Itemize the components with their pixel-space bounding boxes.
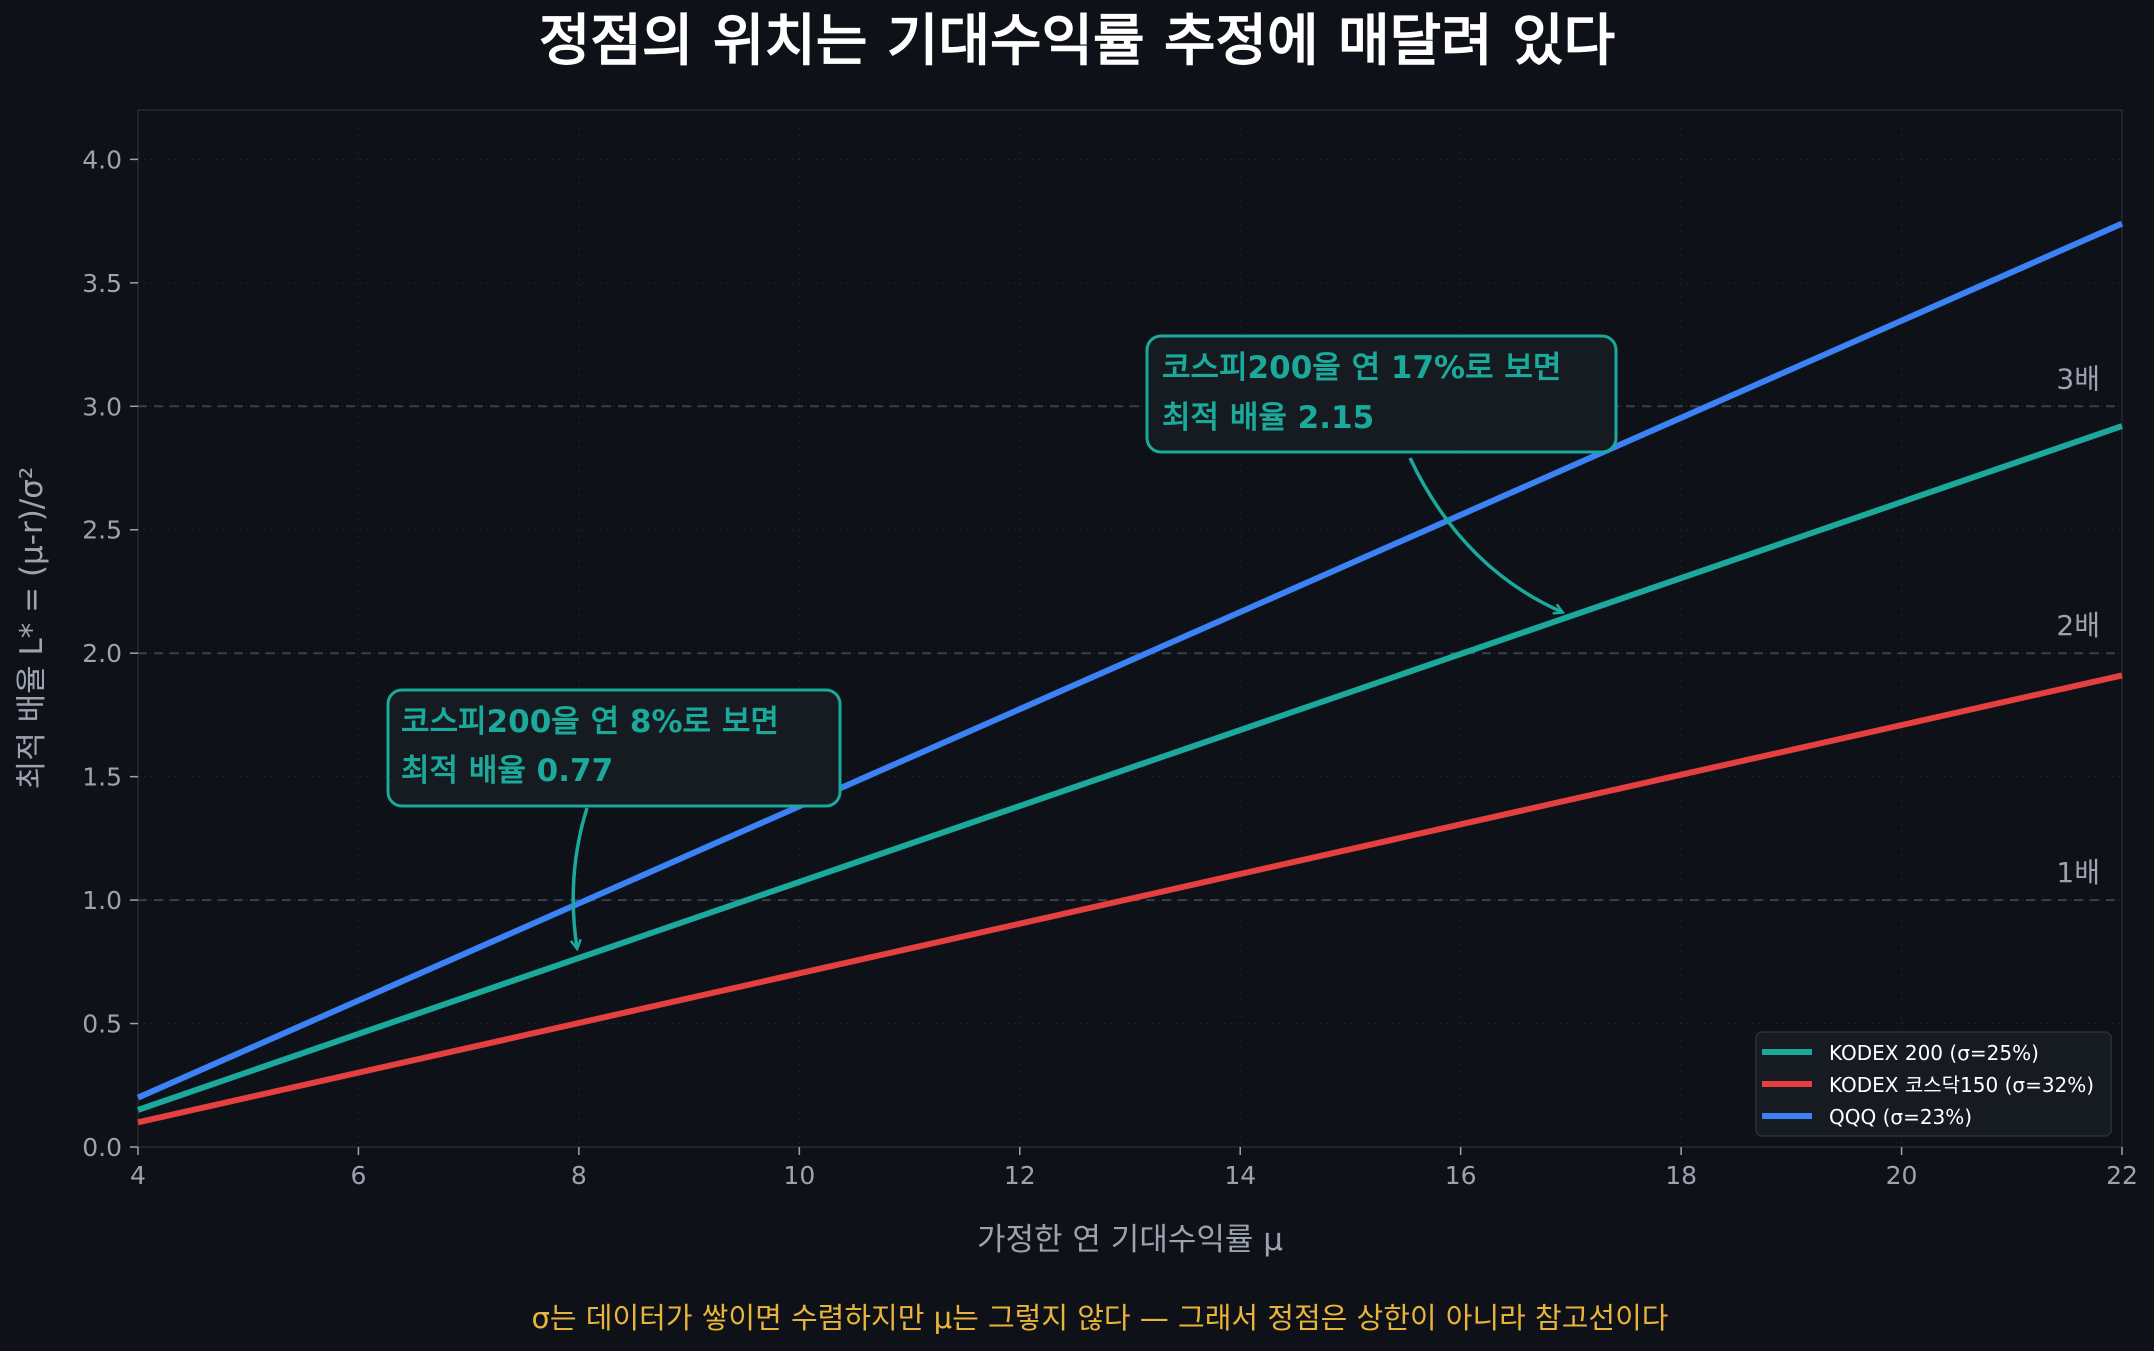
annotation-17pct: 코스피200을 연 17%로 보면 최적 배율 2.15 <box>1145 334 1618 612</box>
y-tick-label: 2.0 <box>82 639 122 668</box>
x-tick-label: 6 <box>350 1161 366 1190</box>
footnote: σ는 데이터가 쌓이면 수렴하지만 μ는 그렇지 않다 — 그래서 정점은 상한… <box>532 1301 1669 1335</box>
y-tick-label: 3.5 <box>82 269 122 298</box>
reference-line-label: 2배 <box>2056 609 2100 642</box>
x-tick-label: 4 <box>130 1161 146 1190</box>
legend-box <box>1755 1031 2112 1137</box>
x-tick-label: 14 <box>1224 1161 1256 1190</box>
axis-layer: 4 6 8 10 12 14 16 18 20 22 0.0 0.5 1.0 1.5 2.0 2.5 3.0 3.… <box>82 145 2138 1190</box>
annotation-17pct-line2: 최적 배율 2.15 <box>1162 400 1374 436</box>
x-tick-label: 20 <box>1886 1161 1918 1190</box>
annotation-17pct-line1: 코스피200을 연 17%로 보면 <box>1162 350 1561 386</box>
x-tick-label: 12 <box>1004 1161 1036 1190</box>
y-tick-label: 2.5 <box>82 516 122 545</box>
annotation-17pct-box <box>1145 334 1618 454</box>
legend-label-qqq: QQQ (σ=23%) <box>1829 1105 1972 1129</box>
annotation-8pct: 코스피200을 연 8%로 보면 최적 배율 0.77 <box>386 688 842 948</box>
series-line-1 <box>137 672 2123 1126</box>
x-tick-label: 16 <box>1445 1161 1477 1190</box>
y-tick-label: 0.5 <box>82 1010 122 1039</box>
series-layer <box>136 220 2124 1126</box>
y-axis-label: 최적 배율 L* = (μ-r)/σ² <box>14 467 50 790</box>
reference-lines: 1배 2배 3배 <box>138 362 2122 902</box>
legend: KODEX 200 (σ=25%) KODEX 코스닥150 (σ=32%) Q… <box>1755 1031 2112 1137</box>
annotation-layer: 코스피200을 연 8%로 보면 최적 배율 0.77 코스피200을 연 17… <box>386 334 1618 948</box>
legend-label-kodex200: KODEX 200 (σ=25%) <box>1829 1041 2039 1065</box>
plot-area <box>137 109 2123 1148</box>
x-tick-label: 18 <box>1665 1161 1697 1190</box>
annotation-8pct-arrow <box>573 807 589 948</box>
annotation-8pct-line2: 최적 배율 0.77 <box>401 753 613 789</box>
x-tick-label: 8 <box>571 1161 587 1190</box>
y-tick-label: 0.0 <box>82 1133 122 1162</box>
x-tick-label: 10 <box>783 1161 815 1190</box>
y-tick-label: 4.0 <box>82 145 122 174</box>
y-tick-label: 3.0 <box>82 392 122 421</box>
annotation-8pct-box <box>386 688 842 808</box>
y-tick-label: 1.5 <box>82 763 122 792</box>
x-axis-label: 가정한 연 기대수익률 μ <box>977 1222 1283 1258</box>
x-tick-label: 22 <box>2106 1161 2138 1190</box>
series-line-0 <box>137 423 2123 1113</box>
chart-title: 정점의 위치는 기대수익률 추정에 매달려 있다 <box>539 9 1615 74</box>
reference-line-label: 3배 <box>2056 362 2100 395</box>
series-line-2 <box>136 220 2124 1101</box>
annotation-17pct-arrow <box>1408 457 1562 612</box>
y-tick-label: 1.0 <box>82 886 122 915</box>
legend-label-kosdaq150: KODEX 코스닥150 (σ=32%) <box>1829 1073 2094 1097</box>
annotation-8pct-line1: 코스피200을 연 8%로 보면 <box>401 704 779 740</box>
reference-line-label: 1배 <box>2056 856 2100 889</box>
